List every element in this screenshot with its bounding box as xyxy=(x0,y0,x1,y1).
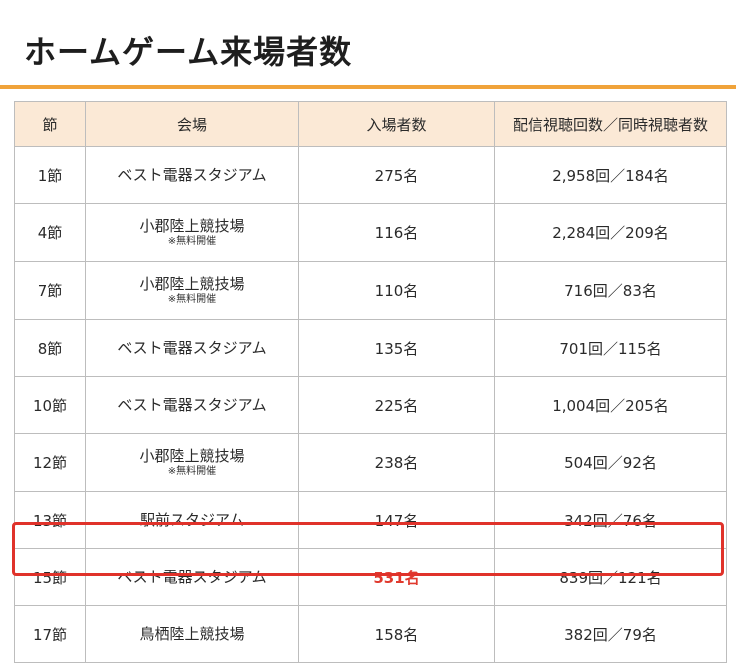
attendance-value-highlighted: 531名 xyxy=(373,568,420,587)
attendance-cell: 135名 xyxy=(298,319,495,377)
venue-name: 小郡陸上競技場 xyxy=(139,217,245,235)
stream-cell: 504回／92名 xyxy=(494,433,727,492)
table-row-highlighted: 15節 ベスト電器スタジアム 531名 839回／121名 xyxy=(14,548,727,606)
attendance-cell: 158名 xyxy=(298,605,495,663)
stream-cell: 2,284回／209名 xyxy=(494,203,727,262)
venue-name: 小郡陸上競技場 xyxy=(139,447,245,465)
stream-cell: 839回／121名 xyxy=(494,548,727,606)
stream-cell: 2,958回／184名 xyxy=(494,146,727,204)
round-cell: 1節 xyxy=(14,146,86,204)
attendance-cell: 275名 xyxy=(298,146,495,204)
venue-name: ベスト電器スタジアム xyxy=(117,166,267,184)
attendance-cell-highlighted: 531名 xyxy=(298,548,495,606)
table-row: 10節 ベスト電器スタジアム 225名 1,004回／205名 xyxy=(14,376,727,434)
venue-name: ベスト電器スタジアム xyxy=(117,396,267,414)
stream-cell: 342回／76名 xyxy=(494,491,727,549)
venue-name: ベスト電器スタジアム xyxy=(117,568,267,586)
round-cell: 4節 xyxy=(14,203,86,262)
round-cell: 12節 xyxy=(14,433,86,492)
round-cell: 13節 xyxy=(14,491,86,549)
attendance-cell: 238名 xyxy=(298,433,495,492)
stream-cell: 382回／79名 xyxy=(494,605,727,663)
title-underline xyxy=(0,85,736,89)
venue-name: 駅前スタジアム xyxy=(140,511,244,529)
venue-cell: ベスト電器スタジアム xyxy=(85,376,299,434)
table-row: 8節 ベスト電器スタジアム 135名 701回／115名 xyxy=(14,319,727,377)
round-cell: 7節 xyxy=(14,261,86,320)
venue-name: 小郡陸上競技場 xyxy=(139,275,245,293)
stream-cell: 1,004回／205名 xyxy=(494,376,727,434)
attendance-cell: 110名 xyxy=(298,261,495,320)
venue-cell: 小郡陸上競技場 ※無料開催 xyxy=(85,203,299,262)
round-cell: 15節 xyxy=(14,548,86,606)
venue-cell: ベスト電器スタジアム xyxy=(85,319,299,377)
venue-name: 鳥栖陸上競技場 xyxy=(139,625,245,643)
table-row: 13節 駅前スタジアム 147名 342回／76名 xyxy=(14,491,727,549)
header-attendance: 入場者数 xyxy=(298,101,495,147)
attendance-cell: 225名 xyxy=(298,376,495,434)
stream-cell: 701回／115名 xyxy=(494,319,727,377)
venue-cell: 小郡陸上競技場 ※無料開催 xyxy=(85,433,299,492)
table-row: 1節 ベスト電器スタジアム 275名 2,958回／184名 xyxy=(14,146,727,204)
attendance-cell: 116名 xyxy=(298,203,495,262)
venue-cell: ベスト電器スタジアム xyxy=(85,146,299,204)
round-cell: 8節 xyxy=(14,319,86,377)
stream-cell: 716回／83名 xyxy=(494,261,727,320)
table-row: 12節 小郡陸上競技場 ※無料開催 238名 504回／92名 xyxy=(14,433,727,492)
round-cell: 17節 xyxy=(14,605,86,663)
page-title: ホームゲーム来場者数 xyxy=(24,33,353,71)
venue-cell: 駅前スタジアム xyxy=(85,491,299,549)
header-round: 節 xyxy=(14,101,86,147)
attendance-cell: 147名 xyxy=(298,491,495,549)
header-stream: 配信視聴回数／同時視聴者数 xyxy=(494,101,727,147)
venue-note: ※無料開催 xyxy=(167,466,217,477)
venue-cell: 小郡陸上競技場 ※無料開催 xyxy=(85,261,299,320)
venue-cell: ベスト電器スタジアム xyxy=(85,548,299,606)
attendance-table-container: 節 会場 入場者数 配信視聴回数／同時視聴者数 1節 ベスト電器スタジアム 27… xyxy=(14,101,727,663)
table-header-row: 節 会場 入場者数 配信視聴回数／同時視聴者数 xyxy=(14,101,727,147)
table-row: 17節 鳥栖陸上競技場 158名 382回／79名 xyxy=(14,605,727,663)
header-venue: 会場 xyxy=(85,101,299,147)
table-row: 4節 小郡陸上競技場 ※無料開催 116名 2,284回／209名 xyxy=(14,203,727,262)
venue-name: ベスト電器スタジアム xyxy=(117,339,267,357)
table-row: 7節 小郡陸上競技場 ※無料開催 110名 716回／83名 xyxy=(14,261,727,320)
venue-note: ※無料開催 xyxy=(167,294,217,305)
round-cell: 10節 xyxy=(14,376,86,434)
venue-cell: 鳥栖陸上競技場 xyxy=(85,605,299,663)
venue-note: ※無料開催 xyxy=(167,236,217,247)
attendance-table: 節 会場 入場者数 配信視聴回数／同時視聴者数 1節 ベスト電器スタジアム 27… xyxy=(14,101,727,663)
